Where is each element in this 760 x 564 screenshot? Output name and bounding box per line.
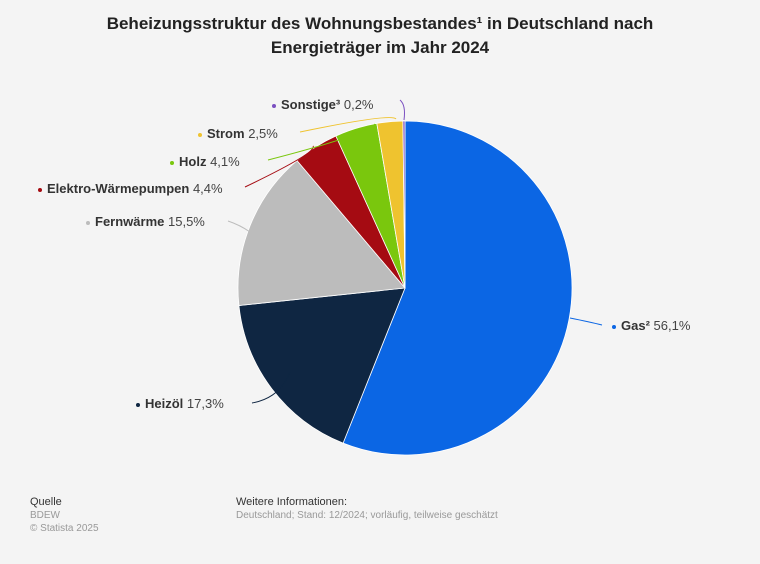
chart-title: Beheizungsstruktur des Wohnungsbestandes…: [0, 12, 760, 60]
slice-label-3: Elektro-Wärmepumpen 4,4%: [38, 181, 223, 196]
legend-dot: [170, 160, 174, 165]
legend-dot: [38, 187, 42, 192]
legend-dot: [136, 402, 140, 407]
slice-value: 2,5%: [248, 126, 278, 141]
slice-value: 4,1%: [210, 154, 240, 169]
source-block: Quelle BDEW © Statista 2025: [30, 496, 99, 535]
slice-name: Heizöl: [145, 396, 184, 411]
legend-dot: [612, 324, 616, 329]
leader-line-2: [227, 220, 251, 233]
legend-dot: [272, 103, 276, 108]
leader-line-0: [569, 317, 603, 326]
leader-line-6: [399, 99, 405, 121]
info: Deutschland; Stand: 12/2024; vorläufig, …: [236, 510, 498, 521]
slice-label-0: Gas² 56,1%: [612, 318, 690, 333]
slice-value: 0,2%: [343, 97, 374, 112]
pie-slice-6: [402, 120, 406, 289]
pie-slice-0: [342, 120, 573, 456]
slice-value: 17,3%: [186, 396, 224, 411]
slice-label-1: Heizöl 17,3%: [136, 396, 224, 411]
info-heading: Weitere Informationen:: [236, 496, 348, 508]
slice-value: 15,5%: [168, 214, 205, 229]
slice-label-5: Strom 2,5%: [198, 126, 278, 141]
leader-line-5: [299, 117, 397, 133]
info-block: Weitere Informationen: Deutschland; Stan…: [236, 496, 498, 522]
leader-line-4: [267, 123, 376, 161]
slice-name: Strom: [207, 126, 245, 141]
pie-slice-2: [237, 160, 406, 306]
source-heading: Quelle: [30, 496, 62, 508]
title-line-2: Energieträger im Jahr 2024: [270, 38, 490, 57]
pie-slice-1: [238, 287, 406, 444]
legend-dot: [198, 132, 202, 137]
slice-name: Sonstige³: [281, 97, 341, 112]
title-line-1: Beheizungsstruktur des Wohnungsbestandes…: [106, 14, 654, 33]
slice-name: Holz: [179, 154, 207, 169]
legend-dot: [86, 220, 90, 225]
slice-label-6: Sonstige³ 0,2%: [272, 97, 374, 112]
slice-value: 56,1%: [653, 318, 691, 333]
slice-name: Gas²: [621, 318, 650, 333]
copyright: © Statista 2025: [30, 523, 99, 534]
slice-label-4: Holz 4,1%: [170, 154, 240, 169]
slice-label-2: Fernwärme 15,5%: [86, 214, 205, 229]
source: BDEW: [30, 510, 60, 521]
slice-name: Fernwärme: [95, 214, 165, 229]
slice-value: 4,4%: [192, 181, 223, 196]
leader-line-1: [251, 371, 291, 404]
slice-name: Elektro-Wärmepumpen: [47, 181, 190, 196]
